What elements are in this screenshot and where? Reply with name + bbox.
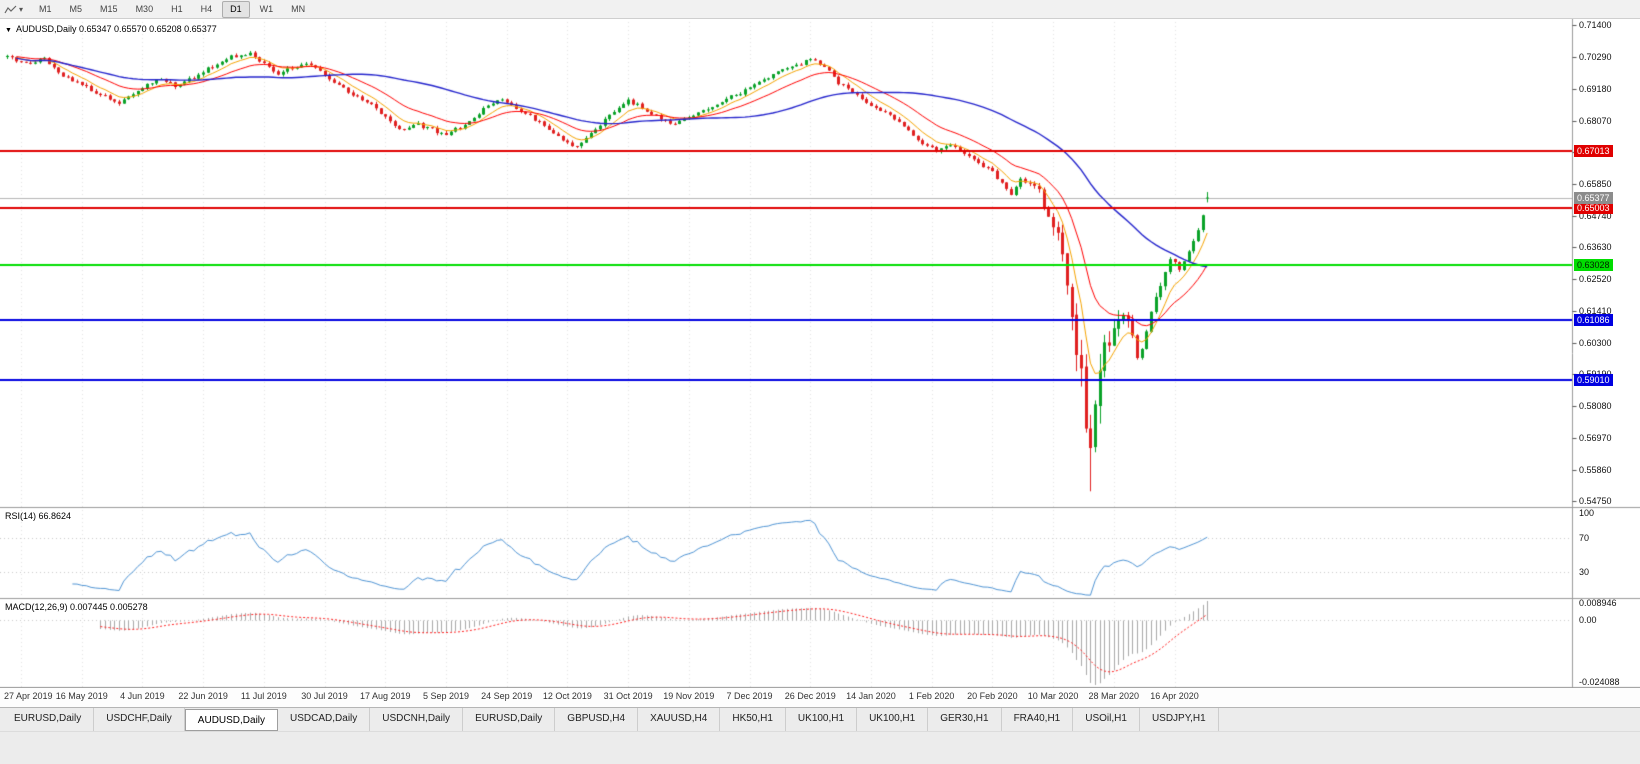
chart-tab-uk100-h1[interactable]: UK100,H1 <box>786 708 858 731</box>
chart-tab-usdcad-daily[interactable]: USDCAD,Daily <box>278 708 371 731</box>
chart-tab-hk50-h1[interactable]: HK50,H1 <box>720 708 786 731</box>
date-axis[interactable] <box>0 688 1640 707</box>
chart-tab-eurusd-daily[interactable]: EURUSD,Daily <box>463 708 556 731</box>
timeframe-button-w1[interactable]: W1 <box>259 3 274 14</box>
chart-tab-eurusd-daily[interactable]: EURUSD,Daily <box>2 708 95 731</box>
chart-tab-usdcnh-daily[interactable]: USDCNH,Daily <box>370 708 464 731</box>
timeframe-toolbar: ▾ M1 M5 M15 M30 H1 H4 D1 W1 MN <box>0 0 1640 19</box>
chart-tab-usoil-h1[interactable]: USOil,H1 <box>1073 708 1140 731</box>
chart-tool-icon[interactable]: ▾ <box>4 4 23 15</box>
chart-tab-uk100-h1[interactable]: UK100,H1 <box>857 708 929 731</box>
timeframe-button-h4[interactable]: H4 <box>200 3 213 14</box>
timeframe-button-d1[interactable]: D1 <box>222 0 250 18</box>
chart-tab-gbpusd-h4[interactable]: GBPUSD,H4 <box>555 708 639 731</box>
timeframe-button-m5[interactable]: M5 <box>69 3 83 14</box>
chart-tab-xauusd-h4[interactable]: XAUUSD,H4 <box>638 708 721 731</box>
chart-canvas[interactable] <box>0 19 1640 688</box>
timeframe-button-m1[interactable]: M1 <box>39 3 52 14</box>
chart-tab-audusd-daily[interactable]: AUDUSD,Daily <box>184 709 279 731</box>
chart-tab-usdjpy-h1[interactable]: USDJPY,H1 <box>1140 708 1219 731</box>
timeframe-button-mn[interactable]: MN <box>291 3 306 14</box>
timeframe-button-h1[interactable]: H1 <box>171 3 183 14</box>
zigzag-chart-icon <box>4 5 17 13</box>
timeframe-buttons: M1 M5 M15 M30 H1 H4 D1 W1 MN <box>31 0 315 18</box>
chart-tab-usdchf-daily[interactable]: USDCHF,Daily <box>94 708 185 731</box>
timeframe-button-m15[interactable]: M15 <box>100 3 118 14</box>
status-strip <box>0 731 1640 764</box>
caret-down-icon: ▾ <box>19 4 24 14</box>
chart-tab-ger30-h1[interactable]: GER30,H1 <box>928 708 1002 731</box>
chart-tab-fra40-h1[interactable]: FRA40,H1 <box>1002 708 1074 731</box>
chart-tab-bar: EURUSD,Daily USDCHF,Daily AUDUSD,Daily USDC… <box>0 707 1640 731</box>
timeframe-button-m30[interactable]: M30 <box>135 3 154 14</box>
